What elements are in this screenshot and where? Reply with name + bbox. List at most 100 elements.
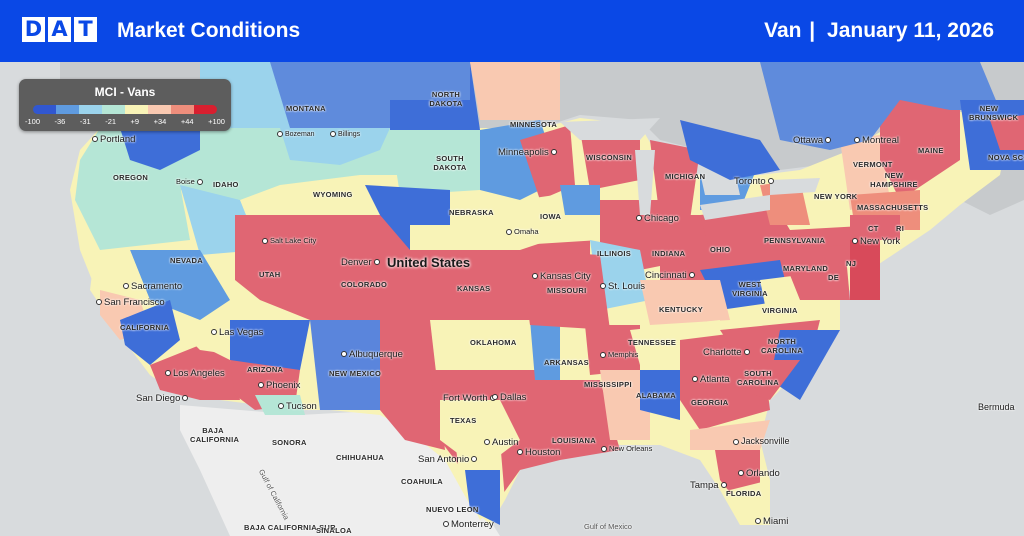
city-label: Denver [341, 257, 382, 268]
state-label: OREGON [113, 173, 149, 182]
region-ct [850, 215, 900, 240]
legend-tick: -31 [79, 117, 91, 126]
city-label: Dallas [492, 392, 526, 403]
city-label: Minneapolis [498, 147, 559, 158]
city-label: Austin [484, 437, 518, 448]
legend-tick: -100 [25, 117, 41, 126]
canada-ontario-blue [680, 120, 780, 180]
legend-swatch [125, 105, 148, 114]
state-label: NORTH DAKOTA [429, 90, 463, 108]
state-label: ARIZONA [247, 365, 284, 374]
state-label: WEST VIRGINIA [732, 280, 768, 298]
city-label: Fort Worth [443, 393, 498, 404]
state-label: CT [868, 224, 879, 233]
mexico-land [180, 405, 500, 536]
dat-logo: D A T [22, 17, 97, 42]
canada-nd-blue [390, 62, 470, 100]
header-bar: D A T Market Conditions Van | January 11… [0, 0, 1024, 62]
state-label: CALIFORNIA [120, 323, 170, 332]
state-label: NEW MEXICO [329, 369, 382, 378]
state-label: MINNESOTA [510, 120, 558, 129]
city-label: Los Angeles [165, 368, 225, 379]
region-nc-blue [770, 330, 840, 400]
water-label: Bermuda [978, 402, 1015, 412]
logo-letter-d: D [22, 17, 45, 42]
legend-color-bar [33, 105, 217, 114]
state-label: MARYLAND [783, 264, 829, 273]
region-al-blue [640, 370, 680, 420]
city-label: San Antonio [418, 454, 479, 465]
legend-swatch [33, 105, 56, 114]
water-label: Gulf of Mexico [584, 522, 632, 531]
region-maine [880, 90, 960, 200]
city-label: Chicago [636, 213, 679, 224]
region-utah-co [235, 215, 410, 320]
lake-superior [560, 118, 660, 140]
mexico-label: SONORA [272, 438, 307, 447]
legend-title: MCI - Vans [94, 85, 156, 99]
lake-erie [700, 195, 770, 220]
state-label: NEBRASKA [449, 208, 494, 217]
lake-ontario [770, 178, 820, 195]
title-separator: | [809, 19, 816, 42]
region-montana-blue [280, 128, 390, 165]
state-label: KENTUCKY [659, 305, 704, 314]
city-label: Memphis [600, 350, 638, 359]
city-label: Omaha [506, 227, 539, 236]
region-rio [465, 470, 500, 525]
city-label: Albuquerque [341, 349, 403, 360]
logo-letter-a: A [48, 17, 71, 42]
state-label: OKLAHOMA [470, 338, 517, 347]
city-label: Las Vegas [211, 327, 263, 338]
state-label: INDIANA [652, 249, 686, 258]
state-label: MONTANA [286, 104, 326, 113]
region-wisconsin [580, 125, 640, 190]
state-label: MICHIGAN [665, 172, 706, 181]
market-map [0, 62, 1024, 536]
city-label: Boise [176, 177, 205, 186]
region-socal [150, 345, 240, 400]
legend-swatch [102, 105, 125, 114]
city-label: San Francisco [96, 297, 165, 308]
mexico-label: NUEVO LEON [426, 505, 479, 514]
region-vermont [840, 135, 890, 210]
canada-west-blue [270, 62, 390, 128]
city-label: Miami [755, 516, 788, 527]
city-label: Orlando [738, 468, 780, 479]
region-vegas [180, 320, 235, 355]
mexico-label: CHIHUAHUA [336, 453, 385, 462]
state-label: PENNSYLVANIA [764, 236, 826, 245]
region-oklahoma [410, 320, 540, 385]
legend-swatch [56, 105, 79, 114]
city-label: St. Louis [600, 281, 645, 292]
region-nebraska [410, 225, 520, 250]
mexico-label: SINALOA [316, 526, 352, 535]
region-iowa-blue [560, 185, 600, 215]
city-label: Salt Lake City [262, 236, 316, 245]
state-label: COLORADO [341, 280, 388, 289]
country-label: United States [387, 255, 471, 270]
state-label: VIRGINIA [762, 306, 798, 315]
legend-tick: -36 [54, 117, 66, 126]
region-missouri [520, 250, 610, 330]
gulf-water [500, 440, 760, 536]
mexico-label: COAHUILA [401, 477, 443, 486]
region-fl-north [690, 420, 770, 450]
state-label: KANSAS [457, 284, 491, 293]
state-label: WISCONSIN [586, 153, 633, 162]
state-label: RI [896, 224, 905, 233]
state-label: GEORGIA [691, 398, 729, 407]
region-va-red [780, 245, 850, 300]
state-label: IOWA [540, 212, 562, 221]
city-label: Atlanta [692, 374, 730, 385]
state-label: WYOMING [313, 190, 353, 199]
legend-tick: +44 [180, 117, 194, 126]
legend-swatch [79, 105, 102, 114]
region-ky [640, 280, 730, 325]
city-label: Charlotte [703, 347, 752, 358]
legend-tick: +9 [130, 117, 140, 126]
equipment-label: Van [764, 19, 802, 42]
city-label: Houston [517, 447, 560, 458]
region-sd [390, 130, 480, 195]
state-label: NEW HAMPSHIRE [870, 171, 918, 189]
